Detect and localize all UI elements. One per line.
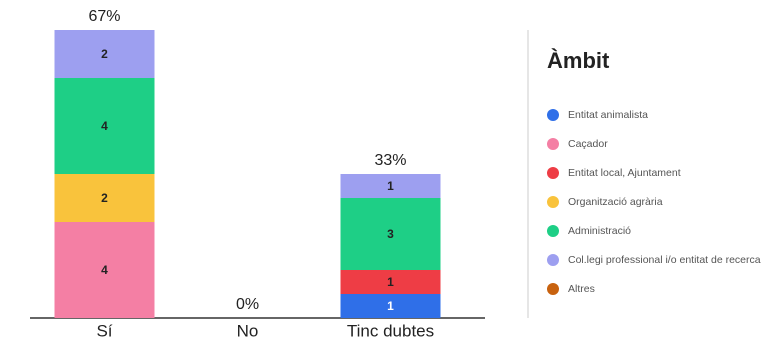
legend-marker <box>547 138 559 150</box>
legend-title: Àmbit <box>547 48 610 73</box>
bar-segment <box>340 198 441 270</box>
legend-label: Entitat animalista <box>568 109 648 121</box>
legend-marker <box>547 283 559 295</box>
legend-label: Organització agrària <box>568 196 663 208</box>
total-label: 33% <box>374 152 406 169</box>
bar-segment <box>54 174 155 222</box>
legend-marker <box>547 167 559 179</box>
bar-segment <box>54 30 155 78</box>
total-label: 0% <box>236 296 259 313</box>
segment-label: 4 <box>101 263 108 277</box>
legend-marker <box>547 254 559 266</box>
segment-label: 1 <box>387 179 394 193</box>
legend-label: Col.legi professional i/o entitat de rec… <box>568 254 761 266</box>
total-label: 67% <box>88 8 120 25</box>
legend-label: Caçador <box>568 138 608 150</box>
legend-label: Altres <box>568 283 595 295</box>
segment-label: 4 <box>101 119 108 133</box>
x-tick-label: Tinc dubtes <box>347 321 434 340</box>
legend-marker <box>547 109 559 121</box>
segment-label: 1 <box>387 299 394 313</box>
bar-segment <box>340 294 441 318</box>
x-tick-label: Sí <box>96 321 112 340</box>
segment-label: 2 <box>101 47 108 61</box>
segment-label: 1 <box>387 275 394 289</box>
legend-label: Administració <box>568 225 631 237</box>
x-tick-label: No <box>237 321 259 340</box>
bar-segment <box>340 270 441 294</box>
legend-label: Entitat local, Ajuntament <box>568 167 681 179</box>
legend-marker <box>547 196 559 208</box>
bar-segment <box>340 174 441 198</box>
legend-marker <box>547 225 559 237</box>
segment-label: 3 <box>387 227 394 241</box>
bar-segment <box>54 78 155 174</box>
bar-segment <box>54 222 155 318</box>
segment-label: 2 <box>101 191 108 205</box>
